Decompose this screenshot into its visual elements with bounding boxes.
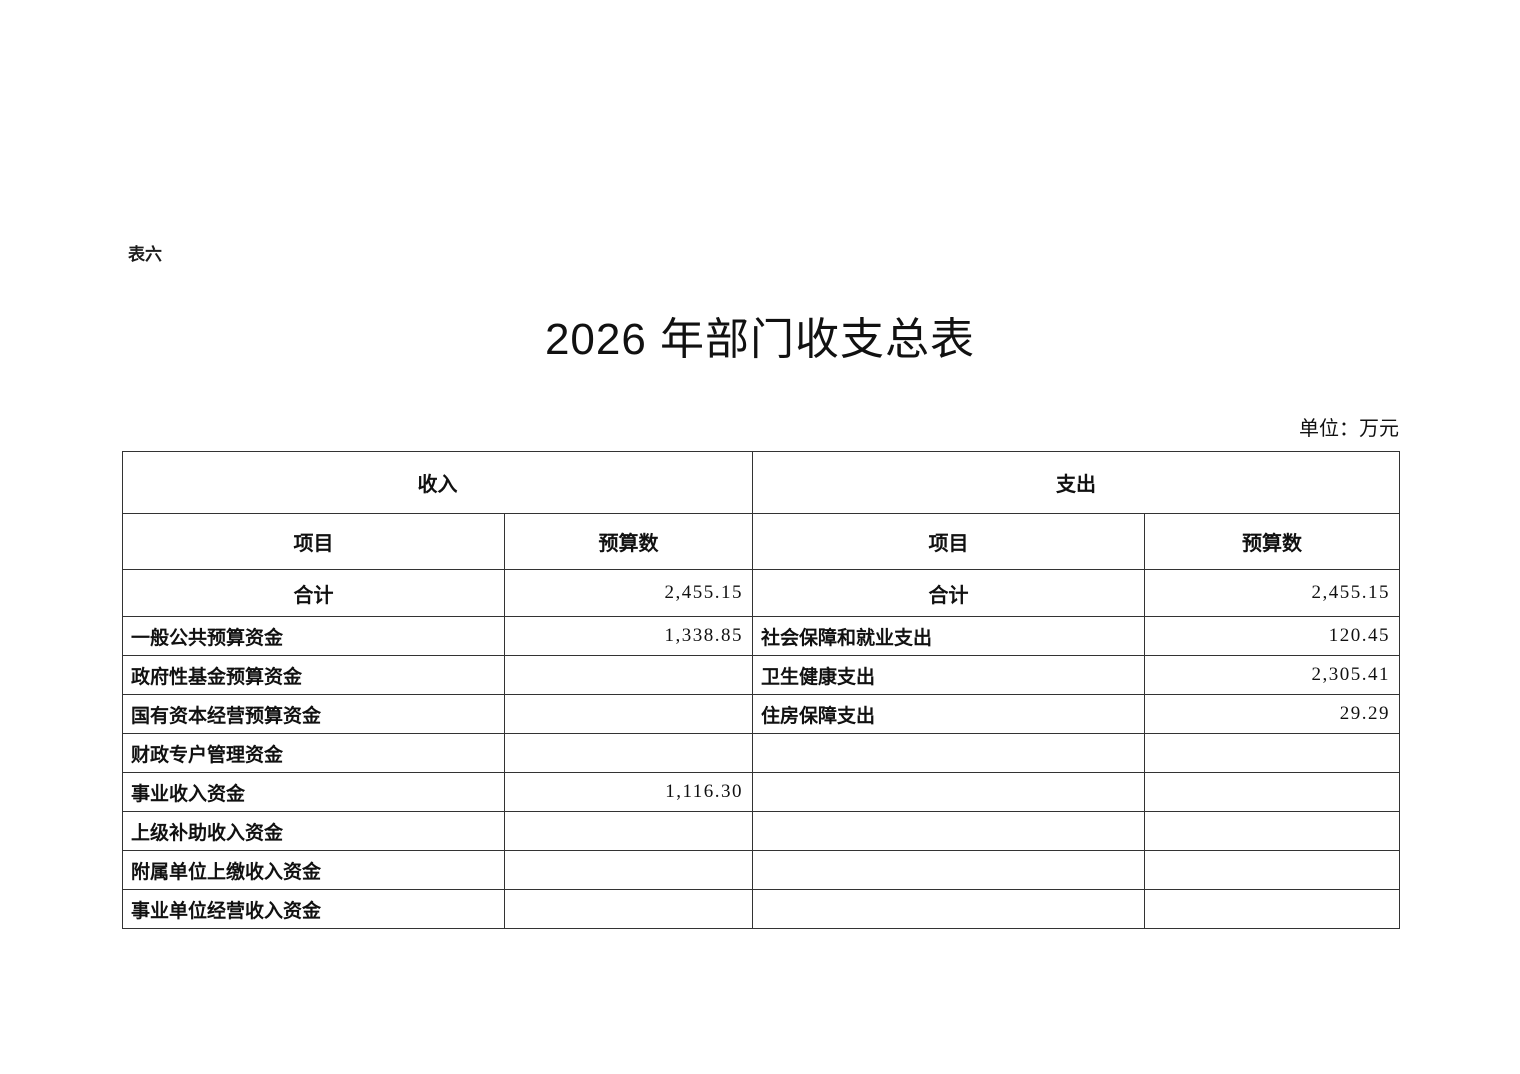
income-value-cell — [504, 694, 753, 734]
expense-value-cell: 2,305.41 — [1144, 655, 1400, 695]
income-value-cell — [504, 811, 753, 851]
income-section-header: 收入 — [122, 451, 753, 514]
page-title: 2026 年部门收支总表 — [544, 315, 976, 364]
income-item-cell: 国有资本经营预算资金 — [122, 694, 505, 734]
income-value-cell — [504, 733, 753, 773]
income-item-cell: 财政专户管理资金 — [122, 733, 505, 773]
income-value-cell — [504, 655, 753, 695]
income-item-cell: 政府性基金预算资金 — [122, 655, 505, 695]
expense-item-cell — [752, 772, 1145, 812]
budget-table: 收入 支出 项目 预算数 项目 预算数 合计 2,455.15 合计 2,455… — [122, 451, 1400, 929]
expense-item-cell — [752, 889, 1145, 929]
income-value-cell — [504, 889, 753, 929]
expense-budget-header: 预算数 — [1144, 513, 1400, 570]
table-row: 一般公共预算资金 1,338.85 社会保障和就业支出 120.45 — [122, 616, 1400, 656]
income-value-cell: 1,338.85 — [504, 616, 753, 656]
column-header-row: 项目 预算数 项目 预算数 — [122, 513, 1400, 570]
expense-value-cell: 2,455.15 — [1144, 569, 1400, 617]
table-row: 国有资本经营预算资金 住房保障支出 29.29 — [122, 694, 1400, 734]
income-value-cell: 2,455.15 — [504, 569, 753, 617]
income-item-cell: 附属单位上缴收入资金 — [122, 850, 505, 890]
income-budget-header: 预算数 — [504, 513, 753, 570]
expense-item-cell — [752, 811, 1145, 851]
income-value-cell: 1,116.30 — [504, 772, 753, 812]
expense-value-cell — [1144, 772, 1400, 812]
expense-item-cell: 卫生健康支出 — [752, 655, 1145, 695]
table-row: 附属单位上缴收入资金 — [122, 850, 1400, 890]
expense-item-cell — [752, 733, 1145, 773]
expense-value-cell: 29.29 — [1144, 694, 1400, 734]
table-number-label: 表六 — [128, 245, 162, 264]
income-item-cell: 上级补助收入资金 — [122, 811, 505, 851]
expense-item-cell: 住房保障支出 — [752, 694, 1145, 734]
expense-value-cell — [1144, 733, 1400, 773]
expense-item-header: 项目 — [752, 513, 1145, 570]
section-header-row: 收入 支出 — [122, 451, 1400, 514]
table-row: 政府性基金预算资金 卫生健康支出 2,305.41 — [122, 655, 1400, 695]
expense-value-cell — [1144, 811, 1400, 851]
income-item-header: 项目 — [122, 513, 505, 570]
income-value-cell — [504, 850, 753, 890]
expense-value-cell — [1144, 889, 1400, 929]
table-row-total: 合计 2,455.15 合计 2,455.15 — [122, 569, 1400, 617]
income-item-cell: 事业收入资金 — [122, 772, 505, 812]
table-row: 事业单位经营收入资金 — [122, 889, 1400, 929]
income-item-cell: 事业单位经营收入资金 — [122, 889, 505, 929]
table-row: 事业收入资金 1,116.30 — [122, 772, 1400, 812]
income-item-cell: 一般公共预算资金 — [122, 616, 505, 656]
expense-item-cell: 社会保障和就业支出 — [752, 616, 1145, 656]
table-row: 上级补助收入资金 — [122, 811, 1400, 851]
table-row: 财政专户管理资金 — [122, 733, 1400, 773]
expense-value-cell: 120.45 — [1144, 616, 1400, 656]
expense-item-cell: 合计 — [752, 569, 1145, 617]
expense-value-cell — [1144, 850, 1400, 890]
income-item-cell: 合计 — [122, 569, 505, 617]
unit-label: 单位：万元 — [1299, 418, 1399, 440]
expense-item-cell — [752, 850, 1145, 890]
expense-section-header: 支出 — [752, 451, 1400, 514]
